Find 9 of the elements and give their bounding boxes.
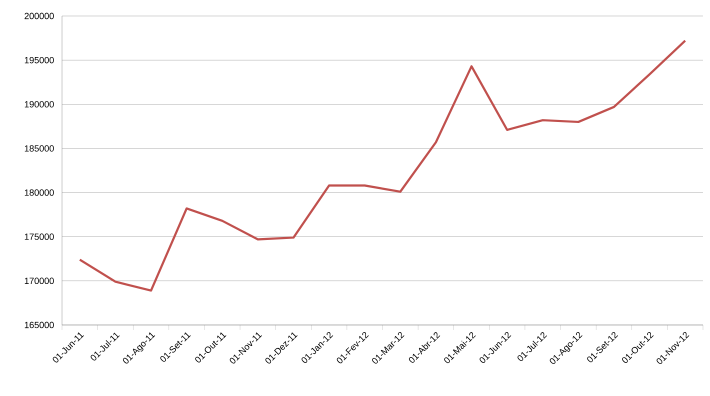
y-tick-label: 185000 (24, 145, 54, 152)
y-tick-label: 165000 (24, 322, 54, 328)
y-tick-label: 180000 (24, 189, 54, 196)
line-series (78, 40, 686, 292)
y-tick-label: 175000 (24, 234, 54, 240)
y-tick-label: 170000 (24, 278, 54, 284)
y-tick-label: 200000 (24, 12, 54, 20)
y-tick-label: 195000 (24, 56, 54, 64)
y-tick-label: 190000 (24, 101, 54, 108)
